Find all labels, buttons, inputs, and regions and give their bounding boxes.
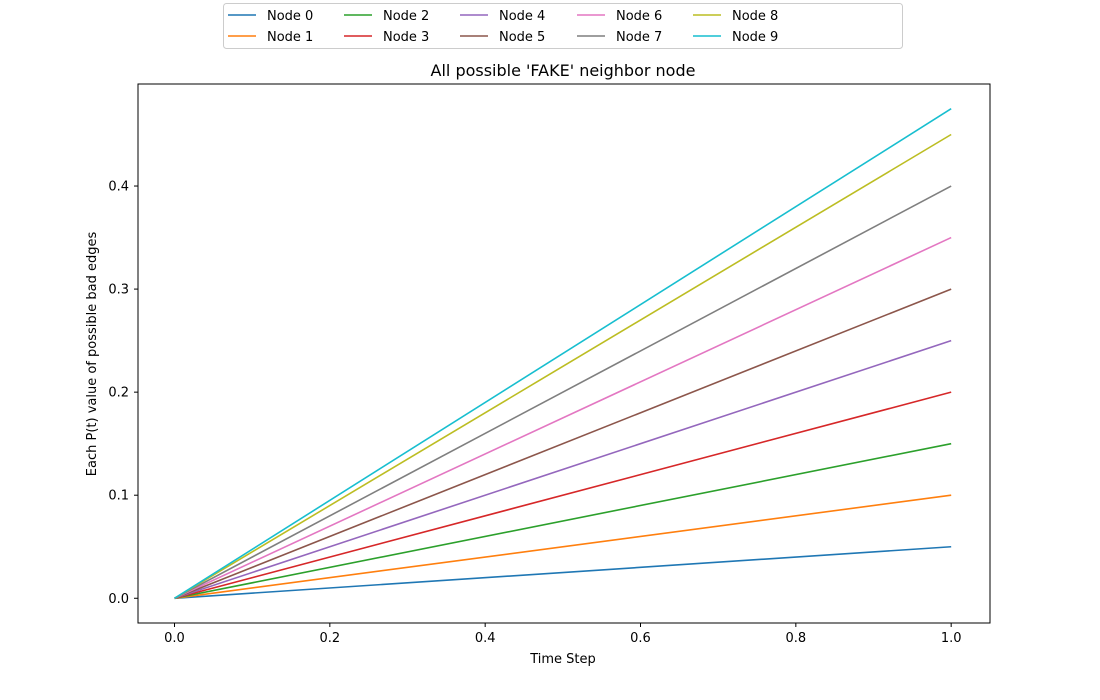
series-line-9	[174, 108, 952, 599]
x-tick-label-5: 1.0	[941, 631, 962, 646]
series-line-5	[174, 288, 952, 600]
legend-label-9: Node 9	[732, 30, 778, 45]
x-tick-label-2: 0.4	[475, 631, 496, 646]
legend-label-1: Node 1	[267, 30, 313, 45]
legend: Node 0 Node 1 Node 2 Node 3 Node 4 Node 5 Node…	[223, 3, 903, 49]
legend-frame	[223, 3, 903, 49]
legend-label-3: Node 3	[383, 30, 429, 45]
y-axis-label: Each P(t) value of possible bad edges	[85, 232, 100, 477]
legend-label-7: Node 7	[616, 30, 662, 45]
x-tick-label-0: 0.0	[164, 631, 185, 646]
y-tick-label-3: 0.3	[108, 283, 129, 298]
series-line-2	[174, 442, 952, 600]
x-tick-label-3: 0.6	[630, 631, 651, 646]
legend-label-6: Node 6	[616, 9, 662, 24]
legend-label-2: Node 2	[383, 9, 429, 24]
legend-label-0: Node 0	[267, 9, 313, 24]
y-tick-label-2: 0.2	[108, 386, 129, 401]
series-line-8	[174, 133, 952, 599]
legend-label-4: Node 4	[499, 9, 545, 24]
y-tick-label-1: 0.1	[108, 489, 129, 504]
series-line-3	[174, 391, 952, 600]
series-line-6	[174, 236, 952, 599]
series-line-1	[174, 494, 952, 600]
x-axis-label: Time Step	[529, 652, 596, 667]
legend-label-5: Node 5	[499, 30, 545, 45]
series-line-4	[174, 339, 952, 600]
legend-label-8: Node 8	[732, 9, 778, 24]
series-line-7	[174, 185, 952, 599]
plot-area: 0.0 0.2 0.4 0.6 0.8 1.0 0.0 0.1 0.2 0.3 0.4	[108, 83, 991, 646]
chart-title: All possible 'FAKE' neighbor node	[431, 61, 696, 80]
x-tick-label-1: 0.2	[319, 631, 340, 646]
y-tick-label-4: 0.4	[108, 180, 129, 195]
x-tick-label-4: 0.8	[785, 631, 806, 646]
axes-frame	[137, 83, 991, 624]
series-line-0	[174, 545, 952, 600]
y-tick-label-0: 0.0	[108, 592, 129, 607]
